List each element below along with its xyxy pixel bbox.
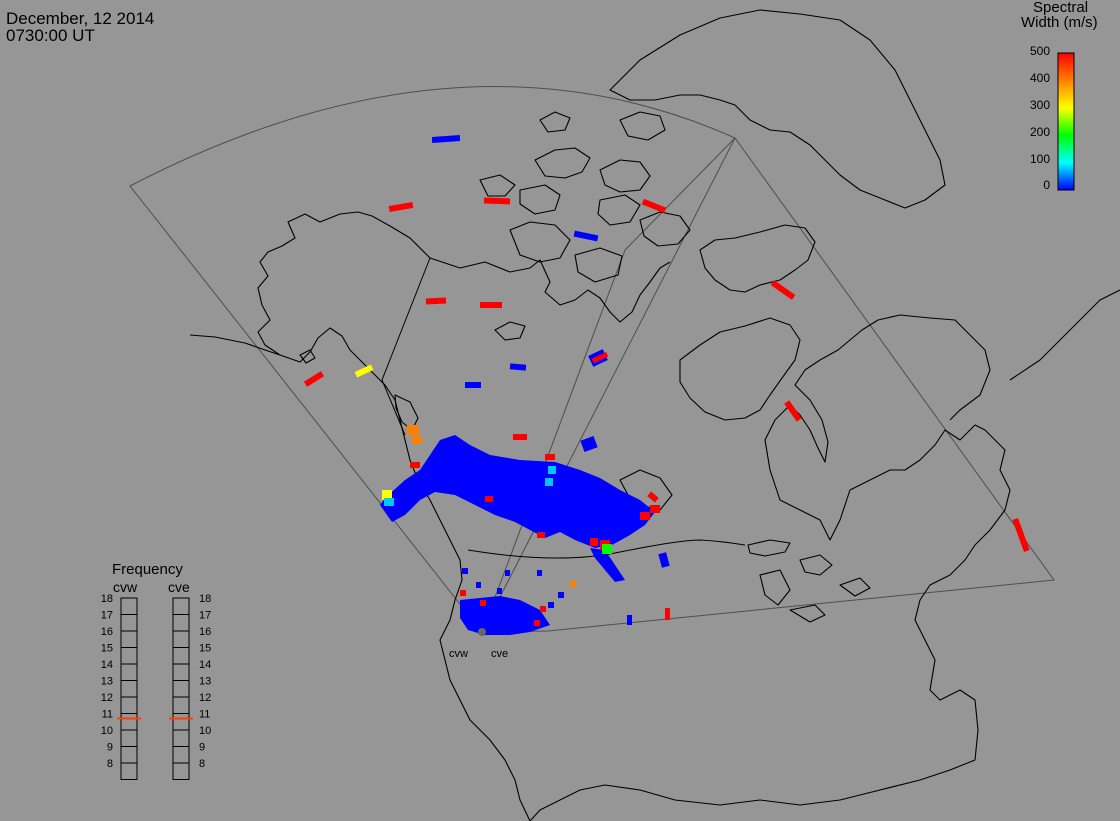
frequency-cell: [173, 763, 189, 780]
frequency-cell: [173, 681, 189, 698]
frequency-label-cvw: cvw: [113, 579, 138, 595]
frequency-tick-label: 14: [101, 659, 113, 671]
colorbar-title-line2: Width (m/s): [1021, 14, 1098, 31]
frequency-tick-label: 18: [199, 593, 211, 605]
frequency-tick-label: 14: [199, 659, 211, 671]
frequency-tick-label: 11: [199, 709, 210, 721]
frequency-cell: [121, 747, 137, 764]
frequency-tick-label: 12: [101, 692, 113, 704]
frequency-cell: [173, 747, 189, 764]
radar-label-cve: cve: [491, 648, 508, 660]
frequency-tick-label: 17: [101, 610, 113, 622]
frequency-cell: [173, 730, 189, 747]
frequency-tick-label: 17: [199, 610, 211, 622]
frequency-cell: [121, 697, 137, 714]
frequency-title: Frequency: [112, 561, 183, 578]
colorbar-gradient: [1058, 53, 1074, 190]
colorbar: Spectral Width (m/s) 500 400 300 200 100…: [1021, 0, 1098, 192]
frequency-cell: [121, 631, 137, 648]
frequency-cell: [121, 763, 137, 780]
colorbar-tick-200: 200: [1030, 125, 1050, 139]
frequency-tick-label: 10: [199, 725, 211, 737]
frequency-tick-label: 18: [101, 593, 113, 605]
frequency-cell: [121, 681, 137, 698]
backscatter-cells: [304, 135, 1030, 626]
frequency-cell: [121, 714, 137, 731]
frequency-cell: [173, 648, 189, 665]
colorbar-tick-500: 500: [1030, 44, 1050, 58]
frequency-label-cve: cve: [168, 579, 190, 595]
frequency-tick-label: 13: [199, 676, 211, 688]
backscatter-main-field: [380, 435, 655, 635]
frequency-cell: [173, 697, 189, 714]
frequency-cell: [173, 615, 189, 632]
frequency-tick-label: 15: [199, 643, 211, 655]
frequency-panel: Frequency cvw cve 18 17 16 15 14 13 12 11 10 9 8 18…: [101, 561, 212, 780]
frequency-cell: [121, 730, 137, 747]
frequency-tick-label: 8: [107, 758, 113, 770]
radar-label-cvw: cvw: [449, 648, 468, 660]
frequency-tick-label: 10: [101, 725, 113, 737]
colorbar-tick-300: 300: [1030, 98, 1050, 112]
frequency-cell: [173, 598, 189, 615]
frequency-tick-label: 12: [199, 692, 211, 704]
frequency-tick-label: 11: [102, 709, 113, 721]
colorbar-tick-100: 100: [1030, 152, 1050, 166]
frequency-tick-label: 8: [199, 758, 205, 770]
radar-site-marker: [478, 628, 486, 636]
frequency-tick-label: 13: [101, 676, 113, 688]
frequency-tick-label: 16: [199, 626, 211, 638]
frequency-cell: [121, 615, 137, 632]
frequency-cell: [121, 648, 137, 665]
frequency-tick-label: 16: [101, 626, 113, 638]
frequency-tick-label: 9: [107, 742, 113, 754]
colorbar-tick-0: 0: [1043, 178, 1050, 192]
frequency-tick-label: 9: [199, 742, 205, 754]
plot-time: 0730:00 UT: [6, 27, 95, 44]
frequency-cell: [173, 714, 189, 731]
frequency-cell: [121, 598, 137, 615]
frequency-cell: [173, 664, 189, 681]
coastlines: [190, 10, 1120, 821]
frequency-cell: [121, 664, 137, 681]
plot-date: December, 12 2014: [6, 10, 154, 27]
frequency-cell: [173, 631, 189, 648]
colorbar-tick-400: 400: [1030, 71, 1050, 85]
frequency-tick-label: 15: [101, 643, 113, 655]
